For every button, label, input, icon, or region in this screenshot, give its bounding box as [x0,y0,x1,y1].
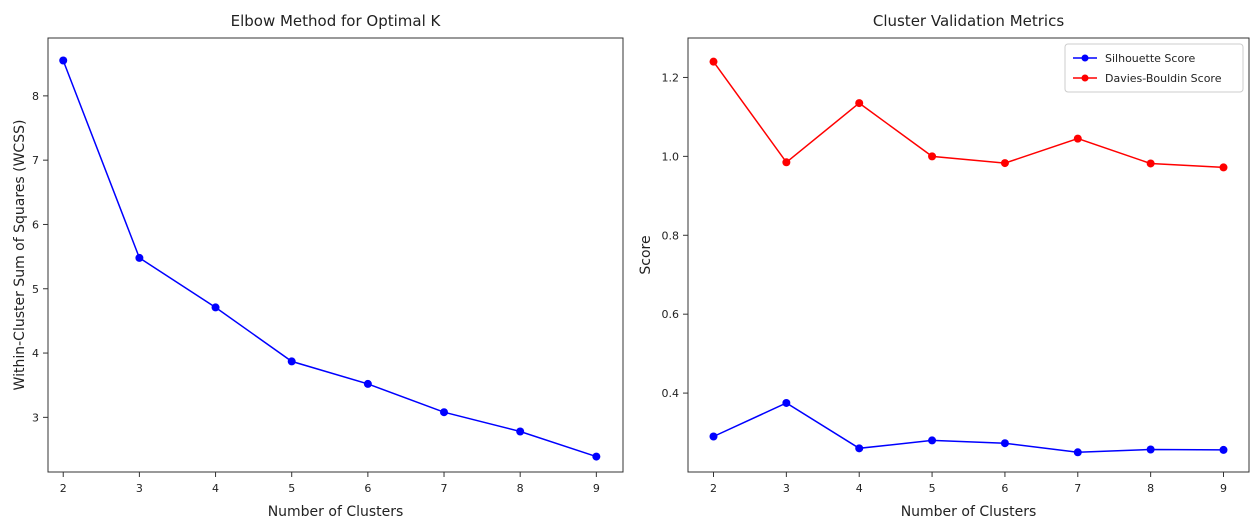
x-tick-label: 8 [517,482,524,495]
silhouette-score-point [928,436,937,445]
x-tick-label: 2 [710,482,717,495]
legend-label: Davies-Bouldin Score [1105,72,1222,85]
x-tick-label: 4 [856,482,863,495]
wcss-point [287,357,296,366]
y-tick-label: 0.6 [662,308,680,321]
legend-marker [1081,54,1089,62]
davies-bouldin-score-line [712,61,1224,169]
x-tick-label: 4 [212,482,219,495]
y-axis-label: Within-Cluster Sum of Squares (WCSS) [12,120,28,391]
x-tick-label: 7 [441,482,448,495]
x-tick-label: 7 [1074,482,1081,495]
davies-bouldin-score-point [782,158,791,167]
wcss-point [516,427,525,436]
x-tick-label: 5 [288,482,295,495]
wcss-point [592,452,601,461]
x-tick-label: 8 [1147,482,1154,495]
x-tick-label: 9 [1220,482,1227,495]
wcss-point [135,253,144,262]
y-tick-label: 5 [32,283,39,296]
x-tick-label: 6 [1001,482,1008,495]
x-tick-label: 5 [929,482,936,495]
davies-bouldin-score-point [1219,163,1228,172]
y-tick-label: 8 [32,90,39,103]
plot-frame [687,37,1250,473]
davies-bouldin-score-point [928,152,937,161]
x-axis-label: Number of Clusters [268,504,404,520]
davies-bouldin-score-point [855,99,864,108]
legend-label: Silhouette Score [1105,52,1195,65]
y-tick-label: 4 [32,347,39,360]
y-tick-label: 7 [32,154,39,167]
x-tick-label: 9 [593,482,600,495]
chart-title: Elbow Method for Optimal K [231,12,442,30]
silhouette-score-point [1219,445,1228,454]
davies-bouldin-score-point [1000,159,1009,168]
y-tick-label: 0.8 [662,229,680,242]
chart-title: Cluster Validation Metrics [873,12,1064,30]
davies-bouldin-score-point [1146,159,1155,168]
x-tick-label: 2 [60,482,67,495]
x-tick-label: 6 [364,482,371,495]
legend: Silhouette Score Davies-Bouldin Score [1064,43,1244,93]
silhouette-score-point [709,432,718,441]
y-tick-label: 1.2 [662,71,680,84]
wcss-line [62,60,597,458]
silhouette-score-point [1073,448,1082,457]
y-tick-label: 3 [32,411,39,424]
x-tick-label: 3 [783,482,790,495]
legend-marker [1081,74,1089,82]
silhouette-score-line [713,402,1224,454]
plot-frame [47,37,624,473]
legend-box [1064,43,1244,93]
wcss-point [440,408,449,417]
davies-bouldin-score-point [709,57,718,66]
x-axis-label: Number of Clusters [901,504,1037,520]
silhouette-score-point [855,444,864,453]
wcss-point [59,56,68,65]
y-tick-label: 1.0 [662,150,680,163]
wcss-point [363,379,372,388]
wcss-point [211,303,220,312]
y-axis-label: Score [638,235,654,274]
silhouette-score-point [1146,445,1155,454]
elbow-chart: Elbow Method for Optimal K Number of Clus… [12,12,624,520]
y-tick-label: 0.4 [662,387,680,400]
silhouette-score-point [1000,439,1009,448]
davies-bouldin-score-point [1073,134,1082,143]
validation-metrics-chart: Cluster Validation Metrics Number of Clus… [638,12,1250,520]
silhouette-score-point [782,398,791,407]
x-tick-label: 3 [136,482,143,495]
y-tick-label: 6 [32,218,39,231]
